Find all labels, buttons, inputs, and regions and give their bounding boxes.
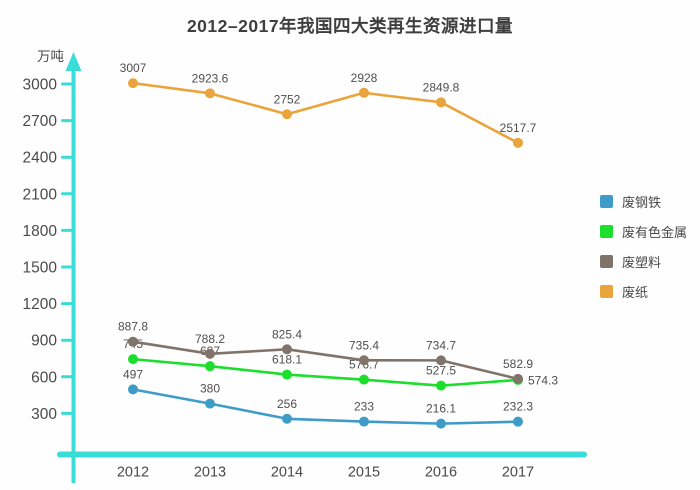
x-tick-label: 2015 [348, 465, 380, 481]
data-point [205, 88, 215, 99]
y-tick-label: 900 [31, 333, 57, 350]
y-tick-label: 600 [31, 369, 57, 386]
data-label: 216.1 [426, 402, 456, 416]
data-point [436, 97, 446, 108]
data-point [436, 380, 446, 391]
data-point [513, 137, 523, 148]
y-tick-label: 1200 [23, 296, 58, 313]
legend-swatch-icon [600, 255, 613, 268]
data-label: 233 [354, 400, 374, 414]
data-point [128, 384, 138, 395]
x-tick-label: 2012 [117, 465, 149, 481]
data-point [282, 369, 292, 380]
data-point [513, 416, 523, 427]
data-label: 2517.7 [500, 121, 537, 135]
data-point [128, 354, 138, 365]
legend-item: 废塑料 [600, 252, 687, 271]
y-tick-label: 3000 [23, 77, 58, 94]
data-point [205, 361, 215, 372]
legend-swatch-icon [600, 225, 613, 238]
y-tick-label: 300 [31, 406, 57, 423]
legend-swatch-icon [600, 285, 613, 298]
x-axis-bar [57, 451, 587, 458]
data-point [128, 336, 138, 347]
data-label: 3007 [120, 61, 147, 75]
data-point [436, 418, 446, 429]
legend-item: 废纸 [600, 282, 687, 301]
x-tick-label: 2013 [194, 465, 226, 481]
data-label: 574.3 [528, 373, 558, 387]
legend-label: 废有色金属 [622, 225, 688, 240]
legend-label: 废塑料 [622, 255, 662, 270]
x-tick-label: 2014 [271, 465, 303, 481]
data-label: 735.4 [349, 338, 379, 352]
data-label: 2752 [274, 92, 301, 106]
y-tick-label: 2100 [23, 186, 58, 203]
y-tick-label: 2700 [23, 113, 58, 130]
legend-swatch-icon [600, 195, 613, 208]
x-tick-label: 2016 [425, 465, 457, 481]
data-point [205, 398, 215, 409]
data-label: 788.2 [195, 332, 225, 346]
data-point [205, 348, 215, 359]
y-axis-arrow-icon [65, 52, 82, 71]
data-point [282, 109, 292, 120]
data-label: 582.9 [503, 357, 533, 371]
series-line-0 [132, 388, 519, 425]
data-label: 232.3 [503, 400, 533, 414]
data-label: 618.1 [272, 353, 302, 367]
data-label: 497 [123, 367, 143, 381]
series-line-1 [132, 357, 519, 387]
legend-label: 废纸 [622, 285, 649, 300]
data-label: 825.4 [272, 327, 302, 341]
y-tick-label: 1500 [23, 260, 58, 277]
data-label: 2923.6 [192, 71, 229, 85]
data-point [128, 78, 138, 89]
series-line-2 [132, 340, 519, 381]
legend-label: 废钢铁 [622, 195, 662, 210]
chart-title: 2012–2017年我国四大类再生资源进口量 [186, 16, 514, 36]
series-line-3 [132, 81, 519, 144]
data-point [513, 373, 523, 384]
data-label: 256 [277, 397, 297, 411]
data-point [359, 374, 369, 385]
data-point [359, 355, 369, 366]
y-tick-label: 2400 [23, 150, 58, 167]
data-point [282, 344, 292, 355]
data-point [359, 87, 369, 98]
data-point [359, 416, 369, 427]
data-label: 2849.8 [423, 80, 460, 94]
legend-item: 废钢铁 [600, 192, 687, 211]
data-label: 887.8 [118, 320, 148, 334]
data-point [282, 413, 292, 424]
data-label: 734.7 [426, 338, 456, 352]
data-label: 527.5 [426, 364, 456, 378]
y-axis-unit-label: 万吨 [37, 49, 64, 64]
data-label: 380 [200, 382, 220, 396]
chart-legend: 废钢铁废有色金属废塑料废纸 [600, 192, 687, 312]
legend-item: 废有色金属 [600, 222, 687, 241]
data-label: 2928 [351, 71, 378, 85]
x-tick-label: 2017 [502, 465, 534, 481]
data-point [436, 355, 446, 366]
y-tick-label: 1800 [23, 223, 58, 240]
